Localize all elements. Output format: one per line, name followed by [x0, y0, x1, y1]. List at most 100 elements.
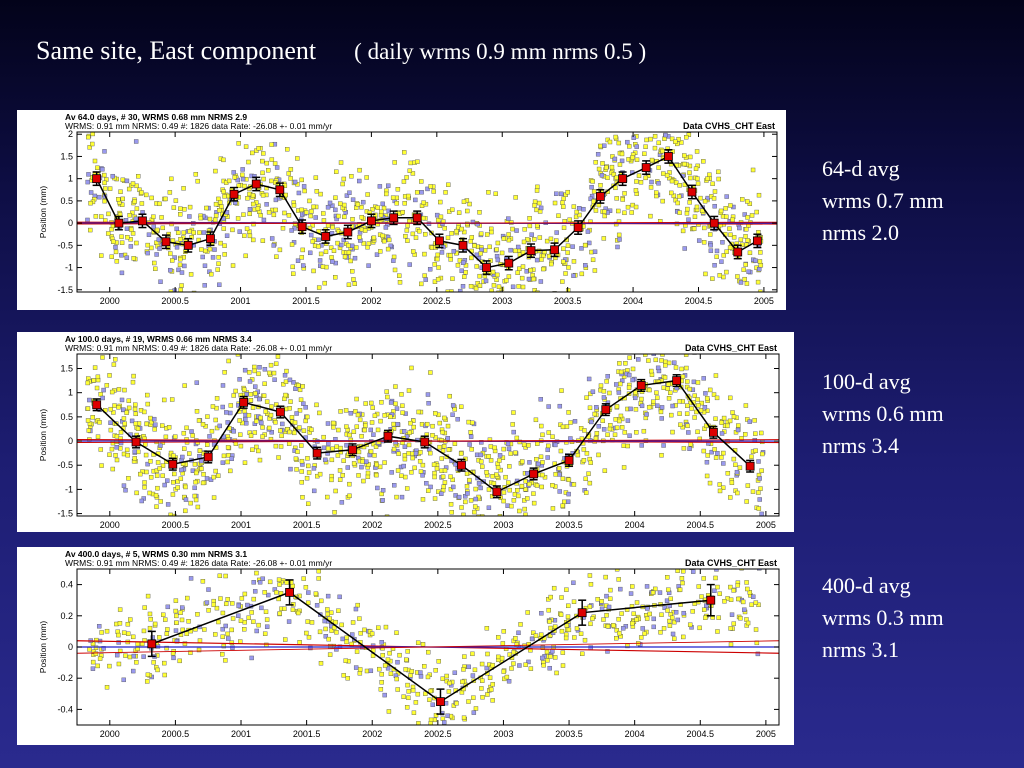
daily-point [646, 405, 652, 410]
daily-point [252, 430, 258, 435]
daily-point [217, 423, 222, 429]
y-tick-label: -1.5 [57, 285, 73, 295]
daily-point [701, 607, 707, 612]
daily-point [163, 196, 168, 202]
daily-point [152, 427, 157, 432]
daily-point [745, 238, 750, 243]
daily-point [97, 420, 102, 425]
daily-point [226, 636, 231, 641]
daily-point [357, 417, 363, 423]
daily-point [224, 233, 230, 238]
daily-point [344, 635, 349, 640]
daily-point [679, 366, 684, 372]
daily-point [559, 628, 565, 634]
daily-point [646, 358, 651, 363]
average-marker [92, 400, 102, 410]
average-marker [708, 427, 718, 437]
daily-point [368, 427, 374, 433]
daily-point [379, 399, 384, 405]
daily-point [406, 442, 412, 448]
daily-point [501, 309, 505, 310]
daily-point [133, 421, 139, 426]
daily-point [405, 682, 410, 688]
daily-point [538, 397, 543, 402]
daily-point [392, 483, 397, 488]
daily-point [589, 249, 594, 255]
daily-point [118, 430, 124, 435]
daily-point [516, 630, 521, 636]
daily-point [389, 470, 394, 475]
daily-point [214, 396, 220, 401]
daily-point [433, 668, 438, 673]
daily-point [480, 695, 485, 700]
daily-point [649, 179, 654, 185]
daily-point [554, 191, 559, 196]
daily-point [99, 463, 104, 468]
daily-point [660, 148, 665, 154]
daily-point [313, 175, 319, 180]
daily-point [426, 488, 431, 493]
daily-point [365, 244, 370, 250]
daily-point [533, 633, 539, 638]
x-tick-label: 2000.5 [162, 520, 190, 530]
daily-point [284, 368, 289, 374]
daily-point [333, 488, 338, 494]
daily-point [131, 256, 136, 261]
x-tick-label: 2000.5 [162, 729, 190, 739]
daily-point [99, 214, 104, 219]
daily-point [286, 213, 292, 218]
daily-point [182, 641, 188, 646]
trend-line-red-alt [76, 640, 780, 654]
plot-frame [76, 131, 778, 293]
daily-point [532, 288, 537, 292]
daily-point [685, 206, 690, 212]
average-marker [251, 179, 261, 189]
daily-point [468, 430, 473, 435]
daily-point [507, 652, 512, 657]
daily-point [362, 627, 367, 633]
daily-point [249, 655, 254, 661]
daily-point [755, 279, 761, 285]
daily-point [619, 158, 625, 164]
daily-point [486, 505, 492, 510]
daily-point [711, 196, 717, 201]
daily-point [317, 629, 323, 635]
daily-point [454, 700, 459, 706]
daily-point [585, 229, 591, 234]
daily-point [659, 612, 664, 617]
daily-point [571, 599, 577, 604]
daily-point [263, 609, 269, 614]
daily-point [605, 432, 610, 437]
daily-point [102, 172, 107, 178]
daily-point [145, 242, 150, 248]
daily-point [326, 441, 331, 446]
daily-point [534, 223, 540, 228]
daily-point [728, 642, 734, 647]
daily-point [600, 161, 605, 166]
daily-point [728, 395, 733, 401]
daily-point [85, 217, 90, 223]
daily-point [162, 672, 167, 678]
daily-point [117, 621, 123, 626]
daily-point [447, 393, 452, 399]
daily-point [177, 262, 183, 268]
daily-point [684, 135, 689, 140]
daily-point [705, 453, 711, 458]
y-tick-label: -0.5 [57, 460, 73, 470]
daily-point [711, 392, 717, 397]
daily-point [355, 202, 361, 207]
daily-point [282, 373, 288, 378]
daily-point [318, 251, 324, 257]
daily-point [244, 392, 249, 397]
x-tick-label: 2004 [625, 729, 645, 739]
daily-point [176, 267, 181, 273]
daily-point [684, 365, 689, 371]
daily-point [197, 453, 202, 459]
daily-point [466, 664, 471, 670]
daily-point [410, 455, 415, 461]
daily-point [746, 269, 751, 274]
daily-point [111, 239, 116, 244]
daily-point [701, 240, 707, 245]
daily-point [456, 494, 462, 500]
daily-point [504, 278, 509, 283]
